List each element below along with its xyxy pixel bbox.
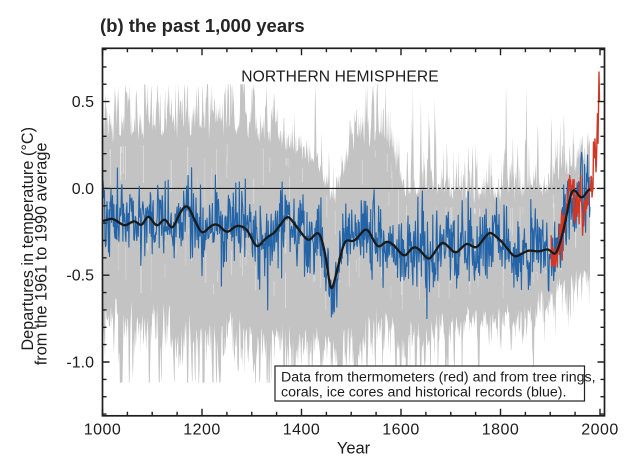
svg-text:corals, ice cores and historic: corals, ice cores and historical records… — [281, 384, 566, 400]
svg-text:1800: 1800 — [482, 422, 520, 439]
svg-text:1200: 1200 — [183, 422, 221, 439]
svg-text:-0.5: -0.5 — [66, 268, 94, 285]
svg-text:from the 1961 to 1990 average: from the 1961 to 1990 average — [33, 143, 51, 366]
svg-text:Data from thermometers (red) a: Data from thermometers (red) and from tr… — [281, 369, 596, 385]
svg-text:-1.0: -1.0 — [66, 355, 94, 372]
svg-text:Year: Year — [337, 440, 371, 458]
svg-text:1400: 1400 — [283, 422, 321, 439]
svg-text:1000: 1000 — [84, 422, 122, 439]
svg-text:2000: 2000 — [581, 422, 619, 439]
svg-text:1600: 1600 — [382, 422, 420, 439]
svg-text:0.5: 0.5 — [72, 94, 94, 111]
svg-text:Departures in temperature (°C): Departures in temperature (°C) — [19, 127, 37, 351]
svg-text:NORTHERN HEMISPHERE: NORTHERN HEMISPHERE — [241, 69, 438, 86]
svg-text:0.0: 0.0 — [72, 181, 94, 198]
